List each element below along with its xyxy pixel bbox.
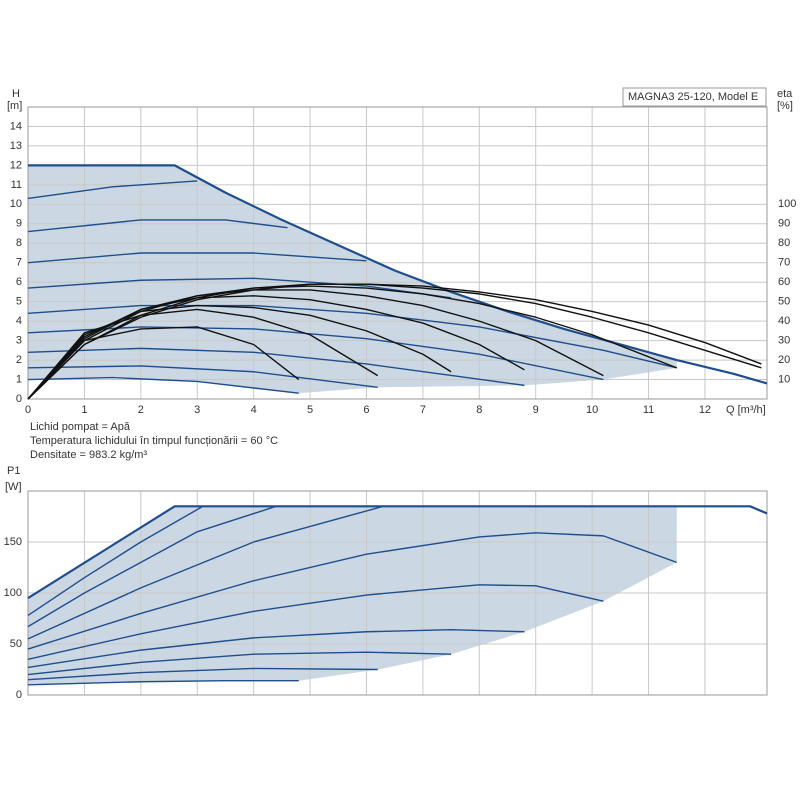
y2-unit: [%] bbox=[777, 100, 793, 112]
y-tick-label: 9 bbox=[16, 218, 22, 230]
y2-tick-label: 50 bbox=[778, 296, 790, 308]
performance-curve bbox=[27, 180, 198, 200]
efficiency-curve bbox=[27, 326, 300, 400]
x-label: Q [m³/h] bbox=[726, 404, 766, 416]
operating-area bbox=[28, 165, 677, 394]
efficiency-curve bbox=[27, 308, 379, 400]
y-tick-label: 13 bbox=[10, 140, 22, 152]
y-label: P1 bbox=[7, 465, 20, 477]
plot-frame bbox=[27, 490, 768, 696]
y-tick-label: 7 bbox=[16, 257, 22, 269]
x-tick-label: 5 bbox=[307, 404, 313, 416]
y-tick-label: 150 bbox=[4, 536, 22, 548]
x-tick-label: 3 bbox=[194, 404, 200, 416]
performance-curve bbox=[27, 505, 204, 617]
x-tick-label: 12 bbox=[699, 404, 711, 416]
x-tick-label: 9 bbox=[533, 404, 539, 416]
y2-tick-label: 10 bbox=[778, 373, 790, 385]
y-tick-label: 5 bbox=[16, 296, 22, 308]
y-tick-label: 12 bbox=[10, 159, 22, 171]
performance-curve bbox=[27, 584, 604, 660]
x-tick-label: 7 bbox=[420, 404, 426, 416]
performance-curve bbox=[27, 505, 384, 640]
y2-tick-label: 20 bbox=[778, 354, 790, 366]
performance-curve bbox=[27, 667, 378, 681]
performance-curve bbox=[27, 347, 525, 387]
y-tick-label: 3 bbox=[16, 335, 22, 347]
y-tick-label: 6 bbox=[16, 276, 22, 288]
performance-curve bbox=[27, 505, 277, 628]
performance-curve bbox=[27, 304, 677, 369]
y2-label: eta bbox=[777, 88, 793, 100]
performance-curve bbox=[27, 651, 452, 676]
y-tick-label: 0 bbox=[16, 393, 22, 405]
performance-curve bbox=[27, 219, 288, 233]
performance-curve bbox=[28, 164, 768, 385]
x-tick-label: 4 bbox=[251, 404, 257, 416]
y-tick-label: 8 bbox=[16, 237, 22, 249]
x-tick-label: 11 bbox=[643, 404, 654, 416]
x-tick-label: 1 bbox=[81, 404, 87, 416]
efficiency-curve bbox=[27, 283, 762, 400]
performance-curve bbox=[27, 532, 677, 650]
y-tick-label: 14 bbox=[10, 120, 22, 132]
performance-curve bbox=[27, 505, 768, 600]
y-label: H bbox=[12, 88, 20, 100]
y-tick-label: 50 bbox=[10, 638, 22, 650]
efficiency-curve bbox=[27, 285, 677, 400]
y-tick-label: 11 bbox=[11, 179, 22, 191]
note: Lichid pompat = Apă bbox=[30, 421, 131, 433]
performance-curve bbox=[27, 277, 452, 299]
y2-tick-label: 40 bbox=[778, 315, 790, 327]
performance-curve bbox=[27, 376, 299, 394]
x-tick-label: 0 bbox=[25, 404, 31, 416]
performance-curve bbox=[27, 326, 604, 381]
y2-tick-label: 90 bbox=[778, 218, 790, 230]
y-unit: [W] bbox=[5, 481, 22, 493]
performance-curve bbox=[27, 629, 525, 669]
performance-curve bbox=[27, 365, 378, 389]
legend-title: MAGNA3 25-120, Model E bbox=[628, 91, 758, 103]
plot-frame bbox=[27, 106, 768, 400]
y2-tick-label: 70 bbox=[778, 257, 790, 269]
y2-tick-label: 30 bbox=[778, 335, 790, 347]
y-tick-label: 2 bbox=[16, 354, 22, 366]
y2-tick-label: 60 bbox=[778, 276, 790, 288]
y-tick-label: 4 bbox=[16, 315, 22, 327]
x-tick-label: 10 bbox=[586, 404, 598, 416]
note: Densitate = 983.2 kg/m³ bbox=[30, 449, 147, 461]
y-unit: [m] bbox=[7, 100, 22, 112]
y2-tick-label: 100 bbox=[778, 198, 796, 210]
legend-box bbox=[622, 87, 767, 107]
x-tick-label: 6 bbox=[363, 404, 369, 416]
note: Temperatura lichidului în timpul funcțio… bbox=[30, 435, 278, 447]
x-tick-label: 8 bbox=[476, 404, 482, 416]
y-tick-label: 0 bbox=[16, 689, 22, 701]
y-tick-label: 10 bbox=[10, 198, 22, 210]
performance-curve bbox=[27, 680, 299, 686]
performance-curve bbox=[27, 252, 367, 264]
y-tick-label: 1 bbox=[16, 373, 22, 385]
y2-tick-label: 80 bbox=[778, 237, 790, 249]
operating-area bbox=[28, 506, 677, 685]
y-tick-label: 100 bbox=[4, 587, 22, 599]
x-tick-label: 2 bbox=[138, 404, 144, 416]
